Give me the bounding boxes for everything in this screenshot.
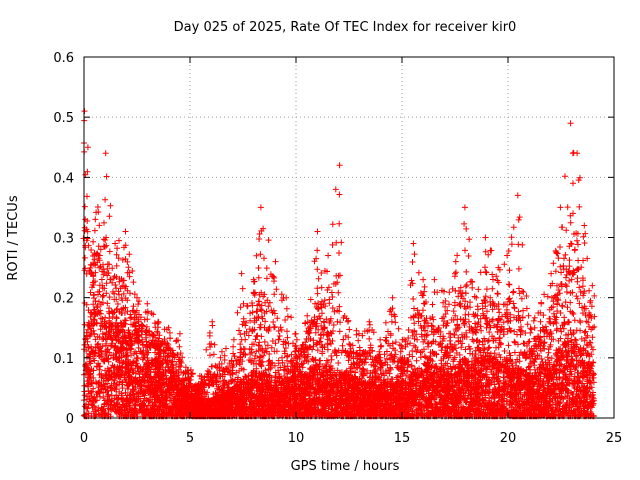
x-axis-label: GPS time / hours — [291, 459, 400, 474]
x-tick-label: 15 — [394, 431, 411, 446]
x-tick-label: 20 — [500, 431, 517, 446]
chart-title: Day 025 of 2025, Rate Of TEC Index for r… — [174, 20, 517, 35]
y-tick-label: 0.6 — [53, 51, 74, 66]
x-tick-label: 0 — [80, 431, 88, 446]
y-tick-label: 0.3 — [53, 232, 74, 247]
y-tick-label: 0.4 — [53, 171, 74, 186]
x-tick-label: 5 — [186, 431, 194, 446]
roti-markers — [80, 108, 598, 420]
x-tick-label: 10 — [288, 431, 305, 446]
y-tick-label: 0.5 — [53, 111, 74, 126]
y-tick-label: 0.1 — [53, 352, 74, 367]
x-tick-label: 25 — [606, 431, 623, 446]
y-tick-label: 0 — [66, 412, 74, 427]
x-axis-ticks: 0 5 10 15 20 25 — [80, 57, 622, 446]
data-points — [80, 108, 598, 420]
y-axis-label: ROTI / TECUs — [6, 195, 21, 280]
y-tick-label: 0.2 — [53, 292, 74, 307]
y-axis-ticks: 0 0.1 0.2 0.3 0.4 0.5 0.6 — [53, 51, 614, 427]
